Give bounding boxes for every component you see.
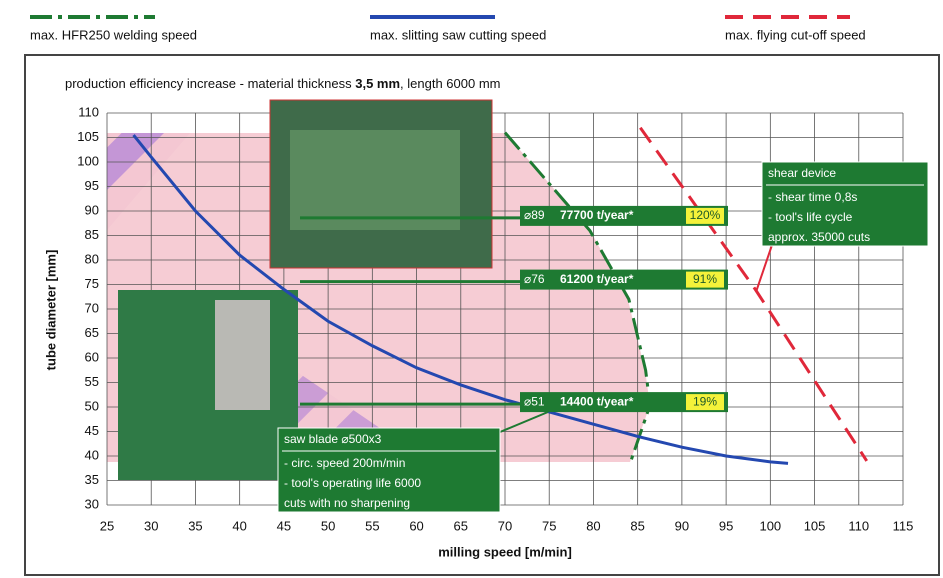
y-tick-label: 50 <box>85 398 99 413</box>
y-tick-label: 85 <box>85 227 99 242</box>
y-tick-label: 80 <box>85 251 99 266</box>
diameter-label: ⌀51 <box>524 394 545 408</box>
y-tick-label: 35 <box>85 472 99 487</box>
info-box-line: - tool's operating life 6000 <box>284 476 421 490</box>
x-tick-label: 25 <box>100 518 114 533</box>
x-tick-label: 50 <box>321 518 335 533</box>
diameter-label: ⌀89 <box>524 208 545 222</box>
y-tick-label: 105 <box>77 129 99 144</box>
title-part: , length 6000 mm <box>400 76 500 91</box>
y-tick-label: 45 <box>85 423 99 438</box>
title-part: 3,5 mm <box>355 76 400 91</box>
y-tick-label: 40 <box>85 447 99 462</box>
output-label: 61200 t/year* <box>560 272 634 286</box>
y-tick-label: 30 <box>85 496 99 511</box>
increase-label: 91% <box>693 272 717 286</box>
info-box-line: approx. 35000 cuts <box>768 230 870 244</box>
x-tick-label: 60 <box>409 518 423 533</box>
x-tick-label: 95 <box>719 518 733 533</box>
info-box-title: saw blade ⌀500x3 <box>284 432 382 446</box>
x-tick-label: 65 <box>454 518 468 533</box>
photo-saw <box>118 290 298 480</box>
x-tick-label: 45 <box>277 518 291 533</box>
chart: production efficiency increase - materia… <box>0 0 943 578</box>
x-tick-label: 40 <box>232 518 246 533</box>
y-tick-label: 100 <box>77 153 99 168</box>
x-tick-label: 30 <box>144 518 158 533</box>
legend-label: max. HFR250 welding speed <box>30 27 197 42</box>
info-box-line: - shear time 0,8s <box>768 190 857 204</box>
photo-detail <box>215 300 270 410</box>
y-tick-label: 110 <box>78 104 99 119</box>
chart-title: production efficiency increase - materia… <box>65 76 501 91</box>
y-tick-label: 95 <box>85 178 99 193</box>
x-tick-label: 85 <box>630 518 644 533</box>
increase-label: 19% <box>693 394 717 408</box>
x-axis-label: milling speed [m/min] <box>438 544 572 559</box>
info-box: saw blade ⌀500x3 - circ. speed 200m/min - … <box>278 428 500 512</box>
title-part: production efficiency increase - materia… <box>65 76 355 91</box>
x-tick-label: 35 <box>188 518 202 533</box>
x-tick-label: 100 <box>759 518 781 533</box>
legend-label: max. flying cut-off speed <box>725 27 866 42</box>
y-tick-label: 90 <box>85 202 99 217</box>
output-label: 77700 t/year* <box>560 208 634 222</box>
output-label: 14400 t/year* <box>560 394 634 408</box>
y-tick-label: 55 <box>85 374 99 389</box>
info-box: shear device - shear time 0,8s - tool's li… <box>762 162 928 246</box>
y-tick-label: 65 <box>85 325 99 340</box>
info-box-line: cuts with no sharpening <box>284 496 410 510</box>
callout: ⌀51 14400 t/year* 19% <box>520 392 728 412</box>
info-box-title: shear device <box>768 166 836 180</box>
increase-label: 120% <box>690 208 721 222</box>
x-tick-label: 90 <box>675 518 689 533</box>
x-tick-label: 110 <box>848 518 869 533</box>
y-axis-label: tube diameter [mm] <box>43 250 58 371</box>
info-box-line: - tool's life cycle <box>768 210 853 224</box>
info-box-line: - circ. speed 200m/min <box>284 456 405 470</box>
x-tick-label: 75 <box>542 518 556 533</box>
legend-label: max. slitting saw cutting speed <box>370 27 546 42</box>
x-tick-label: 55 <box>365 518 379 533</box>
callout: ⌀89 77700 t/year* 120% <box>520 206 728 226</box>
x-tick-label: 70 <box>498 518 512 533</box>
callout: ⌀76 61200 t/year* 91% <box>520 270 728 290</box>
y-tick-label: 75 <box>85 276 99 291</box>
y-tick-label: 60 <box>85 349 99 364</box>
y-tick-label: 70 <box>85 300 99 315</box>
x-tick-label: 115 <box>893 518 914 533</box>
diameter-label: ⌀76 <box>524 272 545 286</box>
x-tick-label: 80 <box>586 518 600 533</box>
photo-detail <box>290 130 460 230</box>
x-tick-label: 105 <box>804 518 826 533</box>
